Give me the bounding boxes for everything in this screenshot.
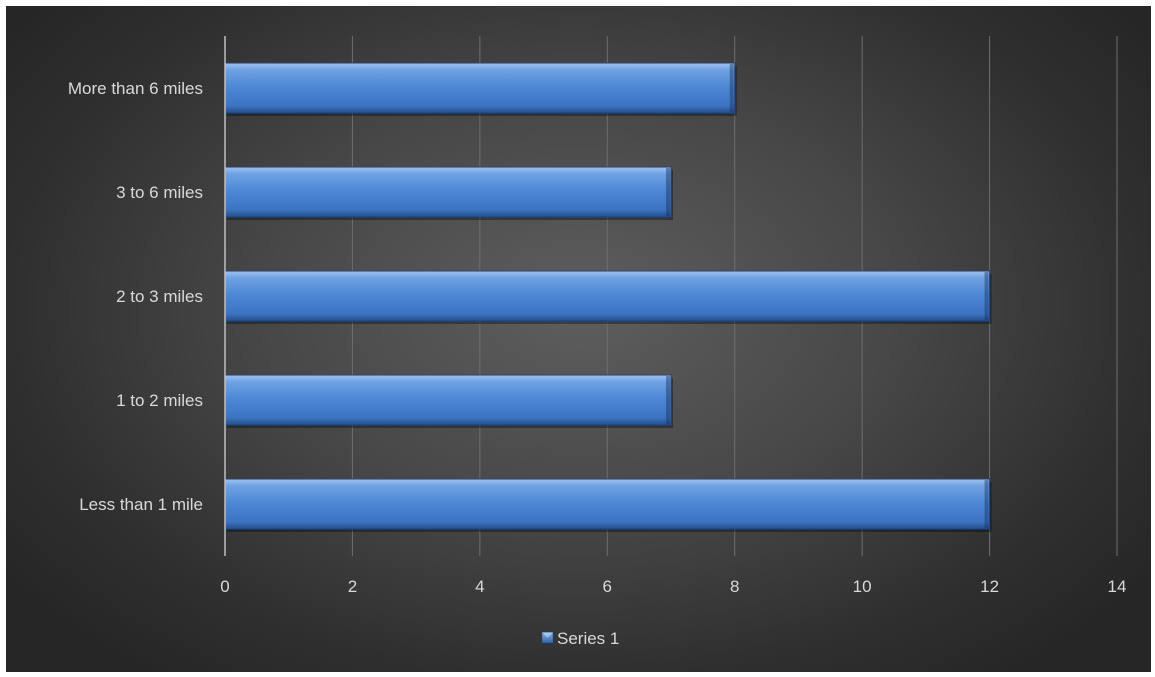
bar-group [224,270,992,324]
bar-group [224,478,992,532]
category-label: Less than 1 mile [79,495,203,514]
x-tick-label: 8 [730,577,739,596]
category-label: 2 to 3 miles [116,287,203,306]
bar-group [224,374,673,428]
x-tick-label: 10 [853,577,872,596]
x-tick-label: 6 [603,577,612,596]
bar [224,166,672,218]
x-tick-label: 14 [1108,577,1127,596]
legend-swatch [541,631,554,644]
legend: Series 1 [541,629,619,648]
bar-group [224,166,673,220]
bar [224,478,991,530]
bar-group [224,62,737,116]
bar [224,270,991,322]
bar-bevel [666,168,670,216]
x-tick-label: 0 [220,577,229,596]
category-label: 3 to 6 miles [116,183,203,202]
bar-bevel [666,376,670,424]
bar-bevel [984,272,989,320]
bar-bevel [984,480,989,528]
x-tick-label: 12 [980,577,999,596]
axes: 0 2 4 6 8 10 12 14 Less than 1 mile 1 to 2 miles 2… [68,36,1127,596]
legend-label: Series 1 [557,629,619,648]
bars [224,62,992,532]
bar [224,62,736,114]
bar-bevel [729,64,734,112]
bar [224,374,672,426]
category-label: 1 to 2 miles [116,391,203,410]
x-tick-label: 4 [475,577,484,596]
category-label: More than 6 miles [68,79,203,98]
chart-area [6,6,1151,672]
legend-swatch-bevel [543,633,552,638]
x-tick-label: 2 [348,577,357,596]
